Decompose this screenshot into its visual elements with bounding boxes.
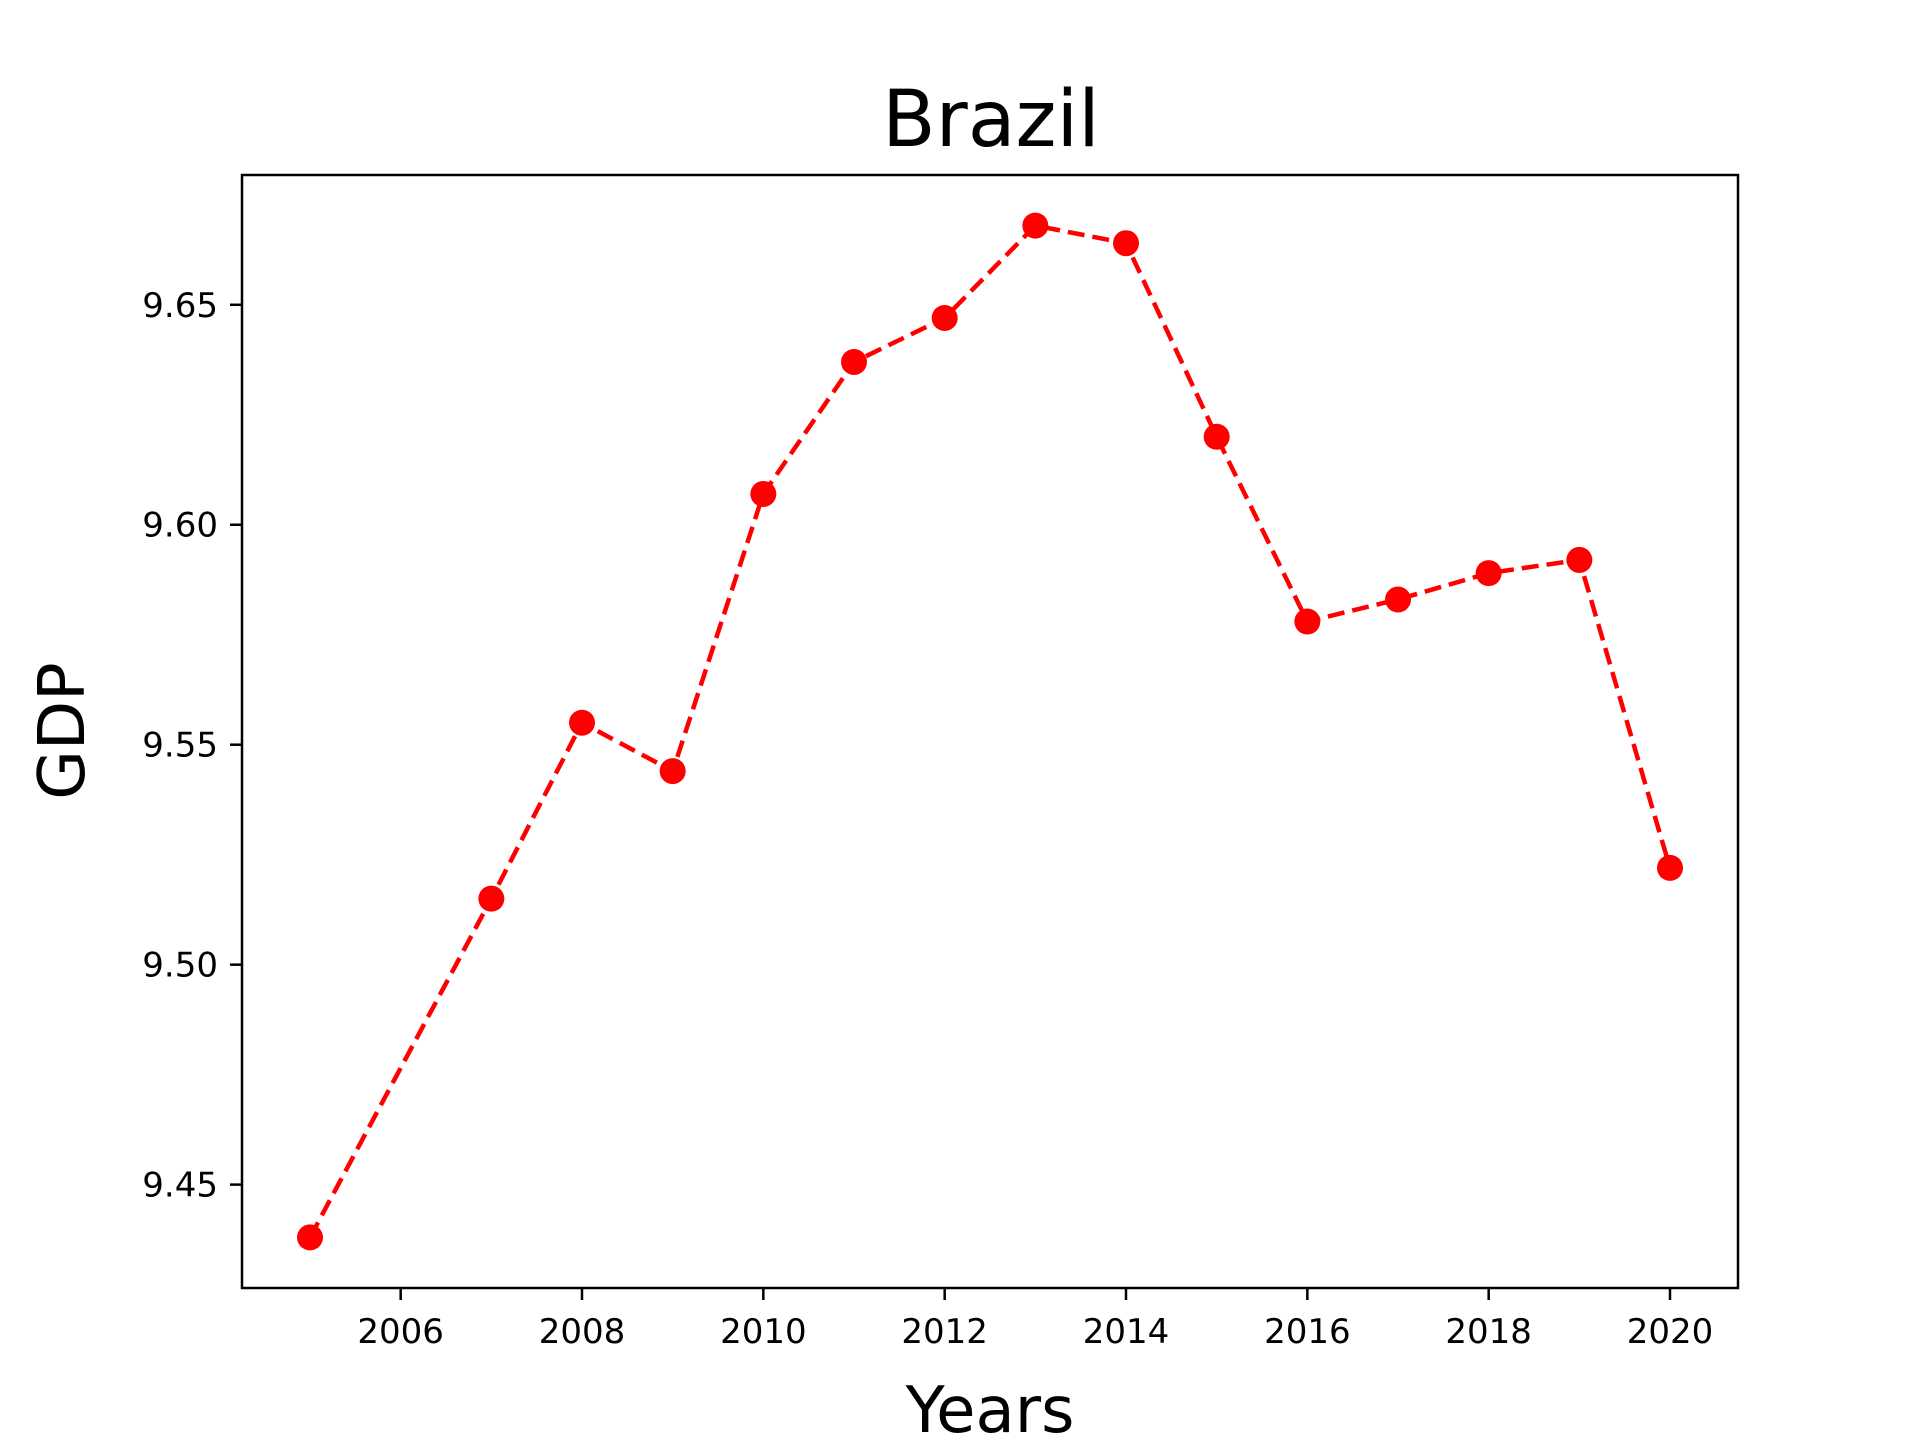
y-axis-ticks: 9.45 9.50 9.55 9.60 9.65 [142,286,242,1206]
x-tick-label: 2020 [1627,1312,1714,1352]
data-point [569,709,595,736]
y-tick-label: 9.65 [142,286,218,326]
data-point [1566,546,1593,573]
x-tick-label: 2006 [357,1312,444,1352]
x-tick-label: 2012 [901,1312,988,1352]
data-point [931,304,958,331]
x-axis-ticks: 2006 2008 2010 2012 2014 2016 2018 2020 [357,1288,1713,1352]
data-point [659,758,686,785]
y-tick-label: 9.50 [142,946,218,986]
x-tick-label: 2018 [1445,1312,1532,1352]
data-point [750,480,777,507]
chart-title: Brazil [882,75,1100,165]
y-tick-label: 9.55 [142,726,218,766]
plot-frame [240,173,1740,1290]
data-point [1475,560,1502,587]
data-point [1113,230,1139,257]
data-point [1657,854,1683,881]
x-tick-label: 2014 [1083,1312,1170,1352]
x-tick-label: 2008 [539,1312,626,1352]
x-tick-label: 2010 [720,1312,807,1352]
x-tick-label: 2016 [1264,1312,1351,1352]
data-point [1294,608,1321,635]
data-point [1022,212,1049,239]
x-axis-title: Years [905,1374,1075,1440]
data-point [841,348,867,375]
data-point [478,885,505,912]
y-tick-label: 9.45 [142,1166,218,1206]
data-point [297,1224,323,1251]
y-axis-title: GDP [26,662,100,799]
y-tick-label: 9.60 [142,506,218,546]
plot-series [297,212,1683,1251]
data-point [1385,586,1411,613]
data-point [1203,423,1230,450]
